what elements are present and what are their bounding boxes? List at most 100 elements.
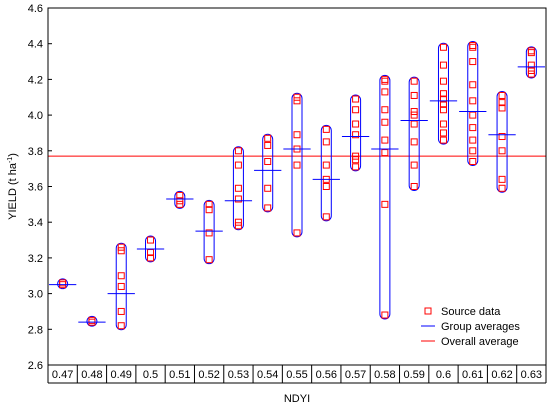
- source-data-point: [498, 133, 506, 141]
- source-data-point: [234, 161, 242, 169]
- source-data-point: [439, 43, 447, 51]
- source-data-point: [293, 93, 301, 101]
- x-tick-label: 0.47: [52, 369, 73, 381]
- source-data-point: [410, 183, 418, 190]
- x-tick-label: 0.5: [143, 369, 158, 381]
- source-data-point: [381, 200, 389, 208]
- legend-label: Group averages: [441, 321, 520, 333]
- source-data-point: [352, 131, 360, 139]
- source-data-point: [322, 161, 330, 169]
- source-data-point: [381, 149, 389, 157]
- source-data-point: [498, 184, 506, 192]
- source-data-point: [381, 136, 389, 144]
- source-data-point: [439, 77, 447, 85]
- x-tick-label: 0.48: [81, 369, 102, 381]
- source-data-point: [352, 95, 360, 103]
- source-data-point: [498, 91, 506, 99]
- source-data-point: [264, 141, 272, 149]
- source-data-point: [469, 41, 477, 49]
- x-tick-label: 0.53: [228, 369, 249, 381]
- source-data-point: [381, 106, 389, 114]
- source-data-point: [381, 75, 389, 83]
- source-data-point: [410, 138, 418, 146]
- x-tick-label: 0.6: [436, 369, 451, 381]
- source-data-point: [498, 175, 506, 183]
- source-data-point: [322, 138, 330, 146]
- x-tick-label: 0.62: [491, 369, 512, 381]
- y-tick-label: 2.6: [28, 360, 43, 372]
- source-data-point: [410, 91, 418, 99]
- source-data-point: [469, 124, 477, 132]
- source-data-point: [352, 156, 360, 164]
- y-tick-label: 3.0: [28, 289, 43, 301]
- group-range-0.49: [115, 242, 127, 331]
- source-data-point: [205, 256, 213, 264]
- source-data-point: [410, 120, 418, 128]
- source-data-point: [439, 90, 447, 98]
- source-data-point: [322, 183, 330, 190]
- source-data-point: [322, 125, 330, 133]
- x-tick-label: 0.56: [316, 369, 337, 381]
- source-data-point: [410, 77, 418, 85]
- group-range-0.59: [408, 76, 420, 191]
- source-data-point: [469, 58, 477, 66]
- source-data-point: [469, 43, 477, 51]
- group-range-0.52: [203, 199, 215, 265]
- source-data-point: [88, 316, 96, 324]
- source-data-point: [352, 163, 360, 171]
- source-data-point: [527, 49, 535, 57]
- y-tick-label: 4.6: [28, 3, 43, 15]
- y-tick-label: 3.2: [28, 253, 43, 265]
- source-data-point: [439, 129, 447, 137]
- source-data-point: [439, 95, 447, 103]
- source-data-point: [410, 111, 418, 119]
- source-data-point: [469, 81, 477, 89]
- source-data-point: [498, 104, 506, 112]
- x-tick-label: 0.55: [286, 369, 307, 381]
- source-data-point: [264, 184, 272, 192]
- source-data-point: [147, 236, 155, 244]
- y-tick-label: 2.8: [28, 324, 43, 336]
- source-data-point: [352, 106, 360, 114]
- source-data-point: [117, 272, 125, 280]
- group-range-0.54: [262, 133, 274, 213]
- source-data-point: [176, 197, 184, 205]
- x-tick-label: 0.52: [198, 369, 219, 381]
- source-data-point: [205, 229, 213, 237]
- source-data-point: [293, 131, 301, 139]
- source-data-point: [264, 204, 272, 212]
- y-tick-label: 4.4: [28, 39, 43, 51]
- x-tick-label: 0.49: [111, 369, 132, 381]
- source-data-point: [176, 200, 184, 208]
- source-data-point: [293, 97, 301, 105]
- source-data-point: [439, 106, 447, 114]
- source-data-point: [469, 136, 477, 144]
- source-data-point: [264, 158, 272, 166]
- y-tick-label: 3.8: [28, 146, 43, 158]
- source-data-point: [117, 243, 125, 251]
- source-data-point: [234, 222, 242, 230]
- group-range-0.47: [57, 278, 69, 290]
- source-data-point: [205, 206, 213, 214]
- y-axis-label-superscript: -1: [7, 157, 14, 163]
- source-data-point: [117, 322, 125, 330]
- source-data-point: [469, 97, 477, 105]
- group-range-0.63: [525, 46, 537, 79]
- source-data-point: [469, 111, 477, 119]
- y-axis-label-main: YIELD (t ha: [7, 162, 19, 220]
- group-range-0.56: [320, 124, 332, 222]
- group-range-0.51: [174, 190, 186, 209]
- source-data-point: [322, 213, 330, 221]
- source-data-point: [527, 47, 535, 55]
- source-data-point: [117, 247, 125, 255]
- source-data-point: [147, 249, 155, 257]
- source-data-point: [381, 118, 389, 126]
- source-data-point: [439, 100, 447, 108]
- source-data-point: [293, 229, 301, 237]
- y-axis-label-end: ): [7, 153, 19, 157]
- source-data-point: [352, 152, 360, 160]
- x-tick-label: 0.61: [462, 369, 483, 381]
- y-axis-label: YIELD (t ha-1): [7, 153, 19, 220]
- group-range-0.62: [496, 90, 508, 193]
- source-data-point: [381, 77, 389, 85]
